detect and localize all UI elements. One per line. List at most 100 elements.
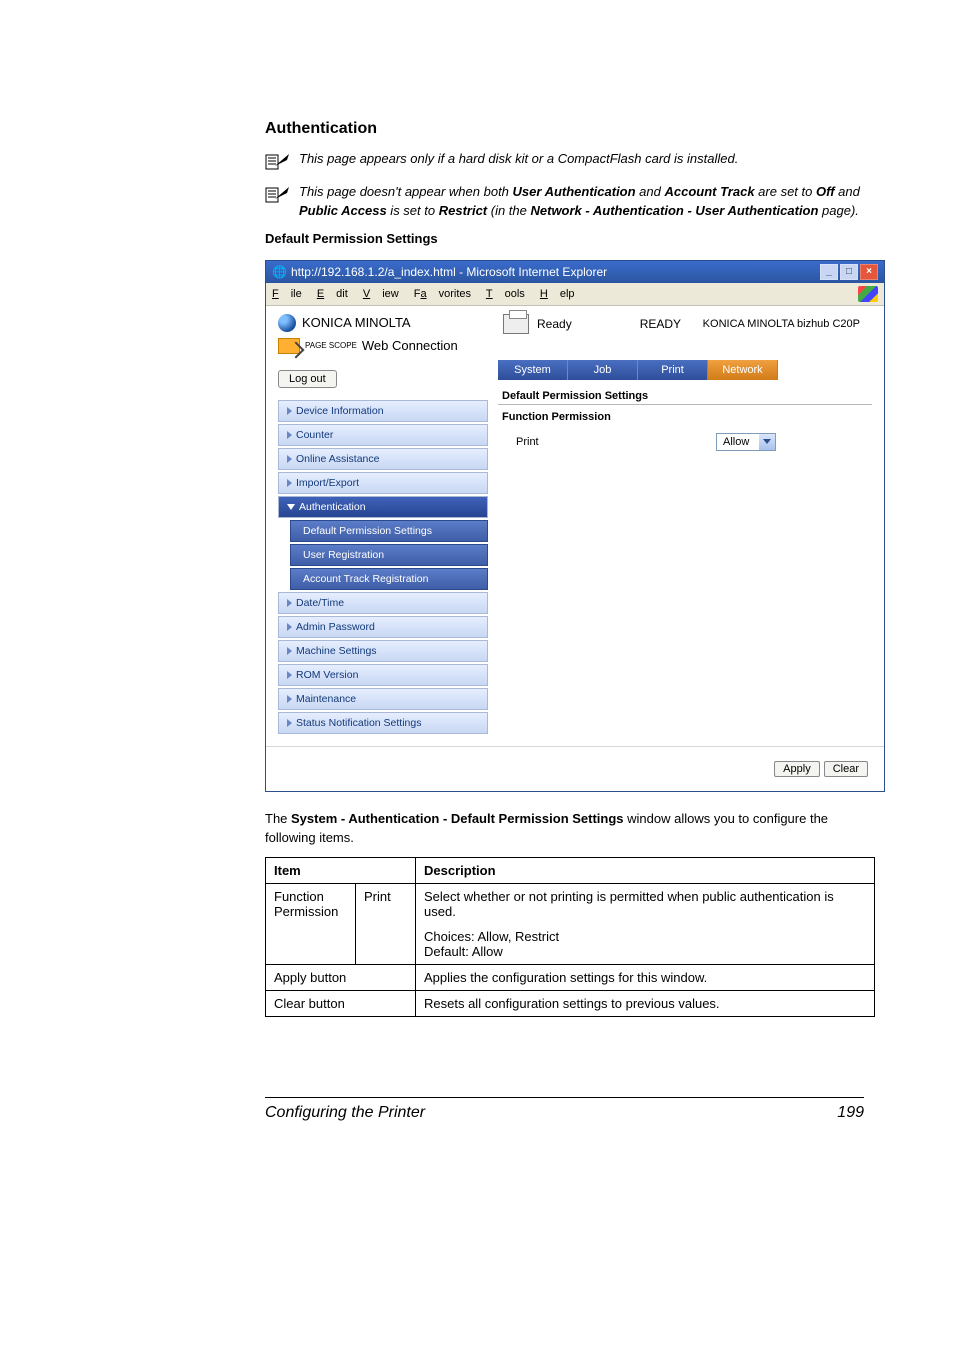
tab-network[interactable]: Network	[708, 360, 778, 380]
t: Choices: Allow, Restrict	[424, 929, 866, 944]
t: are set to	[755, 184, 816, 199]
menu-view[interactable]: View	[363, 288, 399, 300]
menu-file[interactable]: File	[272, 288, 302, 300]
function-row: Print Allow	[498, 425, 872, 455]
pagescope-icon	[278, 338, 300, 354]
km-brand-row: KONICA MINOLTA	[278, 314, 503, 332]
clear-button[interactable]: Clear	[824, 761, 868, 777]
sidebar-item-import-export[interactable]: Import/Export	[278, 472, 488, 494]
chevron-down-icon	[759, 434, 775, 450]
t: User Authentication	[513, 184, 636, 199]
ready-small: Ready	[537, 317, 572, 331]
browser-window: 🌐http://192.168.1.2/a_index.html - Micro…	[265, 260, 885, 792]
logout-button[interactable]: Log out	[278, 370, 337, 388]
sidebar-item-authentication[interactable]: Authentication	[278, 496, 488, 518]
chevron-right-icon	[287, 719, 292, 727]
label: Counter	[296, 429, 333, 441]
close-button[interactable]: ×	[860, 264, 878, 280]
cell-function-permission: Function Permission	[266, 884, 356, 965]
ready-big: READY	[640, 317, 681, 331]
footer-page-number: 199	[837, 1104, 864, 1122]
cell-desc-1: Select whether or not printing is permit…	[416, 884, 875, 965]
tab-print[interactable]: Print	[638, 360, 708, 380]
t: and	[835, 184, 860, 199]
psc-prefix: PAGE SCOPE	[305, 342, 357, 350]
label: Maintenance	[296, 693, 356, 705]
note-icon	[265, 150, 293, 173]
t: page).	[818, 203, 858, 218]
menu-favorites[interactable]: Favorites	[414, 288, 471, 300]
label: Admin Password	[296, 621, 375, 633]
t: Network - Authentication - User Authenti…	[531, 203, 819, 218]
sidebar-sub-account-track[interactable]: Account Track Registration	[290, 568, 488, 590]
sidebar-item-machine-settings[interactable]: Machine Settings	[278, 640, 488, 662]
description-paragraph: The System - Authentication - Default Pe…	[265, 810, 864, 848]
note1-text: This page appears only if a hard disk ki…	[293, 150, 738, 169]
window-buttons: _ □ ×	[820, 264, 878, 280]
chevron-right-icon	[287, 599, 292, 607]
ie-logo-icon	[858, 286, 878, 302]
titlebar: 🌐http://192.168.1.2/a_index.html - Micro…	[266, 261, 884, 283]
cell-clear: Clear button	[266, 991, 416, 1017]
chevron-right-icon	[287, 431, 292, 439]
apply-button[interactable]: Apply	[774, 761, 820, 777]
tabs: System Job Print Network	[498, 360, 872, 380]
label: Import/Export	[296, 477, 359, 489]
maximize-button[interactable]: □	[840, 264, 858, 280]
sidebar-item-date-time[interactable]: Date/Time	[278, 592, 488, 614]
sidebar-item-online-assistance[interactable]: Online Assistance	[278, 448, 488, 470]
sidebar-sub-default-permission[interactable]: Default Permission Settings	[290, 520, 488, 542]
label: Authentication	[299, 501, 366, 513]
globe-icon	[278, 314, 296, 332]
t: The	[265, 811, 291, 826]
t: This page doesn't appear when both	[299, 184, 513, 199]
browser-footer: Apply Clear	[266, 746, 884, 791]
chevron-right-icon	[287, 455, 292, 463]
sidebar-item-device-information[interactable]: Device Information	[278, 400, 488, 422]
menu-help[interactable]: Help	[540, 288, 575, 300]
pagescope-row: PAGE SCOPE Web Connection	[278, 338, 503, 354]
note-row-2: This page doesn't appear when both User …	[265, 183, 864, 221]
section-title: Authentication	[265, 120, 864, 138]
footer-left: Configuring the Printer	[265, 1104, 425, 1122]
note-icon	[265, 183, 293, 206]
cell-desc-2: Applies the configuration settings for t…	[416, 965, 875, 991]
sidebar-item-admin-password[interactable]: Admin Password	[278, 616, 488, 638]
note-row-1: This page appears only if a hard disk ki…	[265, 150, 864, 173]
th-description: Description	[416, 858, 875, 884]
sidebar-item-status-notification[interactable]: Status Notification Settings	[278, 712, 488, 734]
label: Status Notification Settings	[296, 717, 421, 729]
t: Public Access	[299, 203, 387, 218]
info-table: Item Description Function Permission Pri…	[265, 857, 875, 1017]
tab-job[interactable]: Job	[568, 360, 638, 380]
menu-tools[interactable]: Tools	[486, 288, 525, 300]
panel-subtitle: Function Permission	[498, 409, 872, 425]
sidebar-item-maintenance[interactable]: Maintenance	[278, 688, 488, 710]
sidebar-item-counter[interactable]: Counter	[278, 424, 488, 446]
label: Device Information	[296, 405, 384, 417]
t: (in the	[487, 203, 530, 218]
device-name: KONICA MINOLTA bizhub C20P	[703, 314, 872, 330]
minimize-button[interactable]: _	[820, 264, 838, 280]
km-header: KONICA MINOLTA PAGE SCOPE Web Connection…	[266, 306, 884, 354]
sidebar-item-rom-version[interactable]: ROM Version	[278, 664, 488, 686]
cell-desc-3: Resets all configuration settings to pre…	[416, 991, 875, 1017]
main-panel: System Job Print Network Default Permiss…	[498, 360, 872, 736]
print-select[interactable]: Allow	[716, 433, 776, 451]
note2-text: This page doesn't appear when both User …	[293, 183, 864, 221]
t: Off	[816, 184, 835, 199]
label: Default Permission Settings	[303, 525, 432, 537]
label: ROM Version	[296, 669, 358, 681]
status-block: Ready READY	[503, 314, 681, 334]
t: Default: Allow	[424, 944, 866, 959]
chevron-right-icon	[287, 623, 292, 631]
tab-system[interactable]: System	[498, 360, 568, 380]
subheader: Default Permission Settings	[265, 231, 864, 246]
page-footer: Configuring the Printer 199	[265, 1097, 864, 1122]
sidebar-sub-user-registration[interactable]: User Registration	[290, 544, 488, 566]
sidebar: Log out Device Information Counter Onlin…	[278, 360, 488, 736]
menu-edit[interactable]: Edit	[317, 288, 348, 300]
menubar: File Edit View Favorites Tools Help	[266, 283, 884, 306]
print-label: Print	[516, 436, 716, 448]
chevron-right-icon	[287, 695, 292, 703]
